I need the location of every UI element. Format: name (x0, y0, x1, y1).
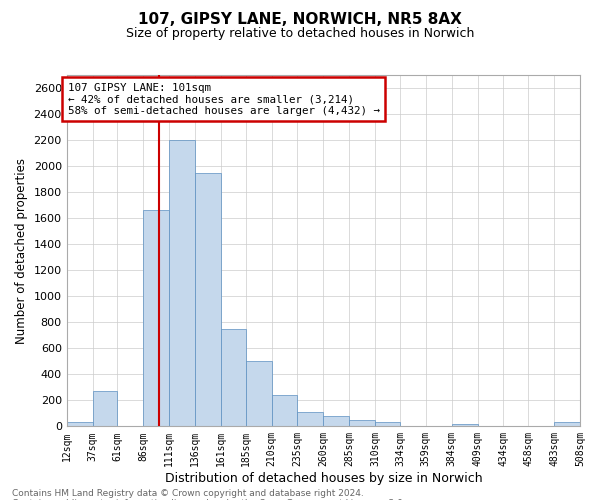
Bar (221, 328, 246, 426)
Bar (246, 362, 272, 426)
Bar (452, 424, 478, 426)
X-axis label: Distribution of detached houses by size in Norwich: Distribution of detached houses by size … (164, 472, 482, 485)
Bar (298, 412, 323, 426)
Text: Size of property relative to detached houses in Norwich: Size of property relative to detached ho… (126, 28, 474, 40)
Bar (195, 172, 221, 426)
Bar (92, 391, 118, 426)
Text: 107 GIPSY LANE: 101sqm
← 42% of detached houses are smaller (3,214)
58% of semi-: 107 GIPSY LANE: 101sqm ← 42% of detached… (68, 83, 380, 116)
Y-axis label: Number of detached properties: Number of detached properties (15, 158, 28, 344)
Bar (67, 422, 92, 426)
Text: Contains public sector information licensed under the Open Government Licence v3: Contains public sector information licen… (12, 498, 406, 500)
Text: Contains HM Land Registry data © Crown copyright and database right 2024.: Contains HM Land Registry data © Crown c… (12, 488, 364, 498)
Bar (169, 140, 195, 426)
Bar (349, 420, 375, 426)
Text: 107, GIPSY LANE, NORWICH, NR5 8AX: 107, GIPSY LANE, NORWICH, NR5 8AX (138, 12, 462, 28)
Bar (143, 210, 169, 426)
Bar (375, 422, 400, 426)
Bar (554, 422, 580, 426)
Bar (323, 416, 349, 426)
Bar (272, 395, 298, 426)
